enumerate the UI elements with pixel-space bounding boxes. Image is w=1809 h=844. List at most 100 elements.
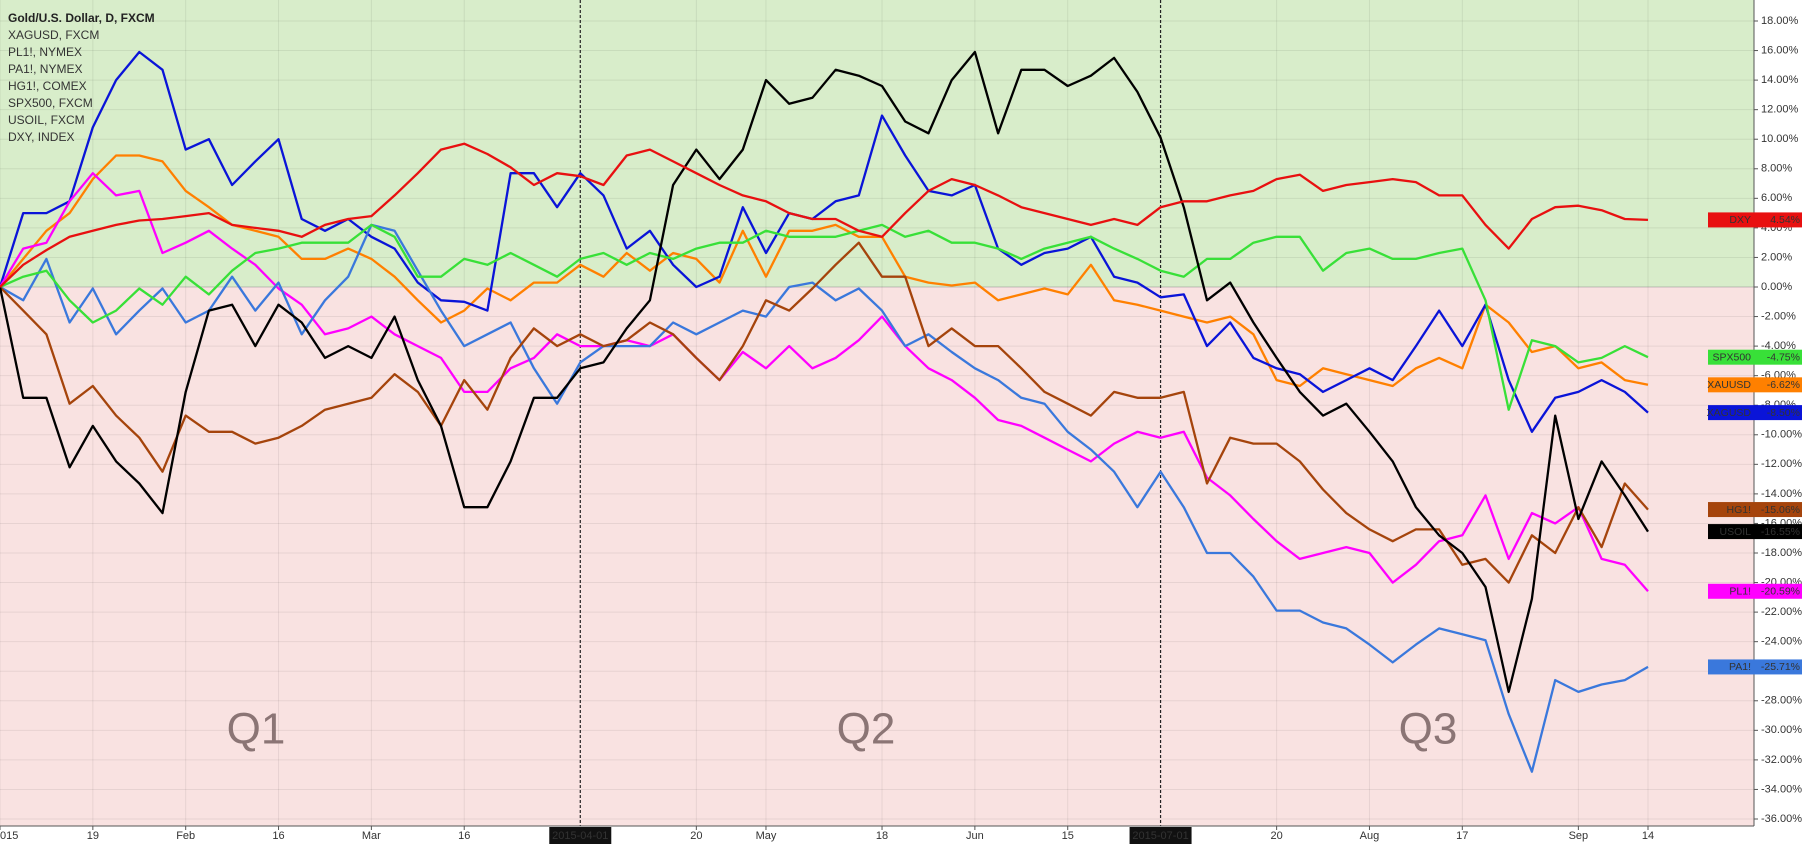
x-label-box — [1129, 827, 1192, 844]
legend-entry: PA1!, NYMEX — [8, 62, 82, 76]
tag-name: XAUUSD — [1707, 379, 1751, 391]
series-lines — [0, 50, 1649, 773]
series-line — [0, 50, 1649, 694]
tag-name: DXY — [1729, 214, 1751, 226]
legend-entry: HG1!, COMEX — [8, 79, 87, 93]
tag-value-box — [1754, 583, 1802, 599]
x-tick-label: 2015-04-01 — [552, 830, 608, 842]
y-tick-label: 14.00% — [1761, 74, 1799, 86]
legend-entry: SPX500, FXCM — [8, 96, 93, 110]
tag-value: -4.75% — [1767, 351, 1800, 363]
tag-value-box — [1754, 524, 1802, 540]
series-line — [0, 142, 1649, 288]
tag-name: PA1! — [1729, 661, 1751, 673]
quarter-label: Q1 — [227, 705, 286, 754]
series-line — [0, 223, 1649, 773]
tag-value-box — [1754, 502, 1802, 518]
tag-name: HG1! — [1726, 504, 1751, 516]
x-tick-label: 2015-07-01 — [1132, 830, 1188, 842]
x-tick-label: 015 — [0, 830, 18, 842]
x-tick-label: Jun — [966, 830, 984, 842]
y-tick-label: -24.00% — [1761, 636, 1802, 648]
y-tick-label: 8.00% — [1761, 163, 1792, 175]
tag-value: -15.06% — [1761, 504, 1800, 516]
x-tick-label: May — [756, 830, 777, 842]
x-tick-label: 20 — [1270, 830, 1282, 842]
series-line — [0, 154, 1649, 388]
quarter-label: Q3 — [1399, 705, 1458, 754]
y-tick-label: -4.00% — [1761, 340, 1796, 352]
y-tick-label: -2.00% — [1761, 310, 1796, 322]
x-tick-label: 20 — [690, 830, 702, 842]
x-tick-label: Aug — [1360, 830, 1380, 842]
series-line — [0, 241, 1649, 584]
x-axis-panel — [0, 826, 1754, 844]
tag-value: -8.50% — [1767, 407, 1800, 419]
x-tick-label: 19 — [87, 830, 99, 842]
y-tick-label: 2.00% — [1761, 251, 1792, 263]
x-tick-label: 15 — [1062, 830, 1074, 842]
y-tick-label: -28.00% — [1761, 695, 1802, 707]
positive-zone — [0, 0, 1754, 287]
x-tick-label: 14 — [1642, 830, 1654, 842]
x-label-box — [549, 827, 612, 844]
tag-value: -20.59% — [1761, 586, 1800, 598]
legend-entry: DXY, INDEX — [8, 130, 74, 144]
tag-value-box — [1754, 659, 1802, 675]
x-tick-label: Feb — [176, 830, 195, 842]
tag-name: PL1! — [1729, 586, 1751, 598]
tag-value-box — [1754, 349, 1802, 365]
y-tick-label: 6.00% — [1761, 192, 1792, 204]
x-tick-label: 18 — [876, 830, 888, 842]
y-tick-label: -30.00% — [1761, 724, 1802, 736]
y-tick-label: -32.00% — [1761, 754, 1802, 766]
tag-value: -25.71% — [1761, 661, 1800, 673]
tag-name-box — [1708, 524, 1754, 540]
tag-value-box — [1754, 212, 1802, 228]
y-tick-label: 16.00% — [1761, 44, 1799, 56]
y-tick-label: 12.00% — [1761, 104, 1799, 116]
tag-name: SPX500 — [1712, 351, 1751, 363]
tag-name-box — [1708, 583, 1754, 599]
series-line — [0, 50, 1649, 433]
y-tick-label: -18.00% — [1761, 547, 1802, 559]
x-tick-label: Mar — [362, 830, 381, 842]
legend-entry: PL1!, NYMEX — [8, 45, 82, 59]
x-axis: 015 19 Feb 16 Mar 16 2015-04-01 20 May 18 Jun 15 201… — [0, 825, 1754, 844]
tag-name-box — [1708, 212, 1754, 228]
negative-zone — [0, 287, 1754, 826]
tag-name: XAGUSD — [1707, 407, 1752, 419]
tag-name-box — [1708, 377, 1754, 393]
zones — [0, 0, 1754, 826]
x-tick-label: 16 — [458, 830, 470, 842]
tag-value: -16.55% — [1761, 526, 1800, 538]
annotations: Q1 Q2 Q3 — [227, 0, 1458, 826]
y-tick-label: 10.00% — [1761, 133, 1799, 145]
x-tick-label: Sep — [1569, 830, 1589, 842]
grid — [0, 0, 1754, 826]
x-tick-label: 16 — [272, 830, 284, 842]
y-tick-label: 0.00% — [1761, 281, 1792, 293]
tag-name-box — [1708, 502, 1754, 518]
y-tick-label: -12.00% — [1761, 458, 1802, 470]
y-tick-label: -10.00% — [1761, 429, 1802, 441]
y-tick-label: -14.00% — [1761, 488, 1802, 500]
axis-panel — [1754, 0, 1809, 844]
tag-value-box — [1754, 405, 1802, 421]
tag-name-box — [1708, 349, 1754, 365]
tag-name-box — [1708, 659, 1754, 675]
tag-name: USOIL — [1719, 526, 1751, 538]
legend-entry: XAGUSD, FXCM — [8, 28, 99, 42]
y-tick-label: -34.00% — [1761, 783, 1802, 795]
legend: Gold/U.S. Dollar, D, FXCM XAGUSD, FXCM PL… — [8, 11, 155, 144]
y-tick-label: 18.00% — [1761, 15, 1799, 27]
tag-value: -6.62% — [1767, 379, 1800, 391]
y-axis: 18.00% 16.00% 14.00% 12.00% 10.00% 8.00% 6.00%… — [1753, 0, 1809, 844]
y-tick-label: -22.00% — [1761, 606, 1802, 618]
tag-name-box — [1708, 405, 1754, 421]
y-tick-label: -36.00% — [1761, 813, 1802, 825]
x-tick-label: 17 — [1456, 830, 1468, 842]
quarter-label: Q2 — [837, 705, 896, 754]
tag-value: 4.54% — [1770, 214, 1800, 226]
